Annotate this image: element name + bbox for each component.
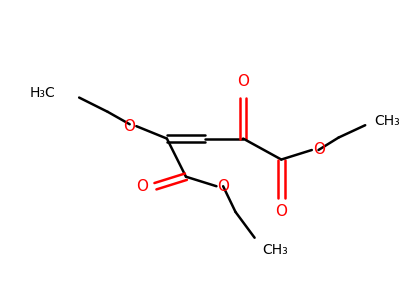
Text: H₃C: H₃C <box>30 86 55 100</box>
Text: O: O <box>275 205 287 220</box>
Text: O: O <box>313 142 325 158</box>
Text: O: O <box>124 119 136 134</box>
Text: O: O <box>237 74 249 89</box>
Text: CH₃: CH₃ <box>374 114 400 128</box>
Text: O: O <box>136 179 148 194</box>
Text: O: O <box>218 179 230 194</box>
Text: CH₃: CH₃ <box>262 243 288 257</box>
